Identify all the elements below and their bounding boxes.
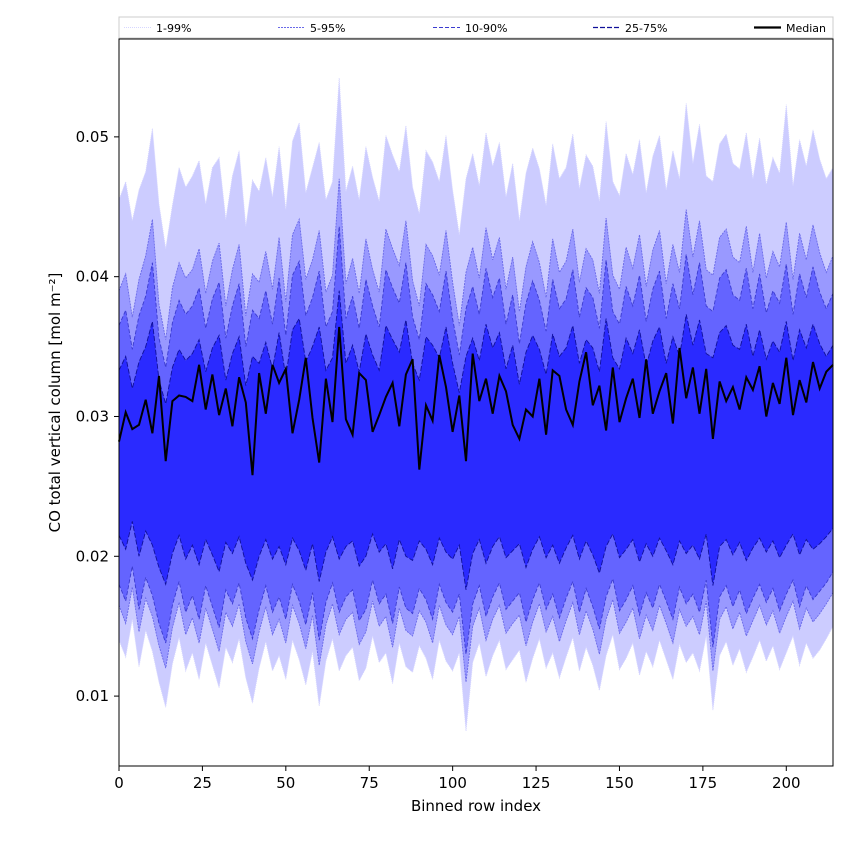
- y-axis: 0.01 0.02 0.03 0.04 0.05: [76, 128, 119, 705]
- x-axis-label: Binned row index: [411, 797, 541, 815]
- plot-area: [118, 38, 834, 767]
- x-tick-label: 100: [438, 774, 467, 792]
- legend-label: 25-75%: [625, 22, 667, 35]
- x-tick-label: 50: [276, 774, 295, 792]
- y-tick-label: 0.01: [76, 687, 109, 705]
- x-axis: 0 25 50 75 100 125 150 175 200: [114, 766, 801, 792]
- percentile-bands: [119, 78, 833, 732]
- upper-line-25-75%: [118, 290, 834, 405]
- legend-label: Median: [786, 22, 826, 35]
- median-line: [118, 326, 834, 476]
- lower-line-5-95%: [118, 586, 834, 683]
- x-tick-label: 75: [360, 774, 379, 792]
- y-tick-label: 0.03: [76, 407, 109, 425]
- x-tick-label: 175: [689, 774, 718, 792]
- x-tick-label: 0: [114, 774, 124, 792]
- x-tick-label: 150: [605, 774, 634, 792]
- y-axis-label: CO total vertical column [mol m⁻²]: [46, 273, 64, 533]
- legend-box: [118, 16, 834, 39]
- x-tick-label: 125: [522, 774, 551, 792]
- lower-line-25-75%: [118, 521, 834, 590]
- y-tick-label: 0.04: [76, 268, 109, 286]
- legend-label: 1-99%: [156, 22, 191, 35]
- lower-line-1-99%: [118, 619, 834, 732]
- y-tick-label: 0.02: [76, 547, 109, 565]
- band-25-75%: [119, 290, 833, 590]
- x-tick-label: 25: [193, 774, 212, 792]
- y-tick-label: 0.05: [76, 128, 109, 146]
- x-tick-label: 200: [772, 774, 801, 792]
- legend: 1-99% 5-95% 10-90% 25-75% Median: [118, 16, 834, 39]
- plot-frame: [118, 38, 834, 767]
- legend-label: 10-90%: [465, 22, 507, 35]
- upper-line-10-90%: [118, 226, 834, 368]
- legend-label: 5-95%: [310, 22, 345, 35]
- lower-line-10-90%: [118, 566, 834, 655]
- upper-line-5-95%: [118, 178, 834, 340]
- percentile-lines: [118, 78, 834, 732]
